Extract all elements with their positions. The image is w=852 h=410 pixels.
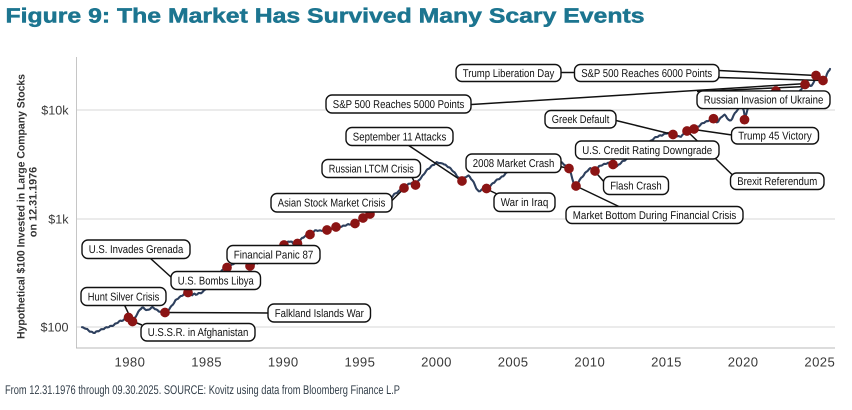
svg-text:U.S. Credit Rating Downgrade: U.S. Credit Rating Downgrade <box>582 145 712 157</box>
svg-text:Hypothetical $100 Invested in: Hypothetical $100 Invested in Large Comp… <box>16 74 28 339</box>
svg-text:Financial Panic 87: Financial Panic 87 <box>234 249 313 261</box>
svg-text:Falkland Islands War: Falkland Islands War <box>275 308 364 320</box>
svg-text:Brexit Referendum: Brexit Referendum <box>737 176 817 188</box>
svg-text:Flash Crash: Flash Crash <box>610 180 662 192</box>
svg-text:Figure 9: The Market Has Survi: Figure 9: The Market Has Survived Many S… <box>6 5 645 28</box>
svg-text:September 11 Attacks: September 11 Attacks <box>353 131 447 143</box>
svg-text:Asian Stock Market Crisis: Asian Stock Market Crisis <box>278 198 386 210</box>
svg-text:2000: 2000 <box>421 355 452 370</box>
svg-text:2025: 2025 <box>804 355 835 370</box>
svg-text:Market Bottom During Financial: Market Bottom During Financial Crisis <box>573 210 737 222</box>
svg-text:Trump 45 Victory: Trump 45 Victory <box>738 131 812 143</box>
svg-text:From 12.31.1976 through 09.30.: From 12.31.1976 through 09.30.2025. SOUR… <box>5 383 400 397</box>
svg-text:1995: 1995 <box>345 355 376 370</box>
svg-text:2005: 2005 <box>498 355 529 370</box>
svg-text:1985: 1985 <box>191 355 222 370</box>
svg-text:War in Iraq: War in Iraq <box>501 197 549 209</box>
svg-text:Russian Invasion of Ukraine: Russian Invasion of Ukraine <box>704 95 824 107</box>
svg-text:$10k: $10k <box>41 103 69 117</box>
svg-text:on 12.31.1976: on 12.31.1976 <box>27 167 39 237</box>
svg-text:Hunt Silver Crisis: Hunt Silver Crisis <box>88 291 160 303</box>
svg-text:1980: 1980 <box>115 355 146 370</box>
svg-text:$100: $100 <box>40 320 68 334</box>
svg-text:S&P 500 Reaches 6000 Points: S&P 500 Reaches 6000 Points <box>581 68 712 80</box>
svg-text:2008 Market Crash: 2008 Market Crash <box>473 158 555 170</box>
svg-text:Trump Liberation Day: Trump Liberation Day <box>463 68 555 80</box>
svg-text:$1k: $1k <box>48 212 69 226</box>
svg-text:Greek Default: Greek Default <box>552 114 610 126</box>
svg-text:2020: 2020 <box>728 355 759 370</box>
svg-text:Russian LTCM Crisis: Russian LTCM Crisis <box>329 163 414 175</box>
svg-text:U.S. Invades Grenada: U.S. Invades Grenada <box>89 244 184 256</box>
svg-text:U.S.S.R. in Afghanistan: U.S.S.R. in Afghanistan <box>148 327 249 339</box>
svg-text:S&P 500 Reaches 5000 Points: S&P 500 Reaches 5000 Points <box>333 99 465 111</box>
svg-text:U.S. Bombs Libya: U.S. Bombs Libya <box>178 275 255 287</box>
svg-text:2010: 2010 <box>574 355 605 370</box>
svg-text:1990: 1990 <box>268 355 299 370</box>
svg-text:2015: 2015 <box>651 355 682 370</box>
